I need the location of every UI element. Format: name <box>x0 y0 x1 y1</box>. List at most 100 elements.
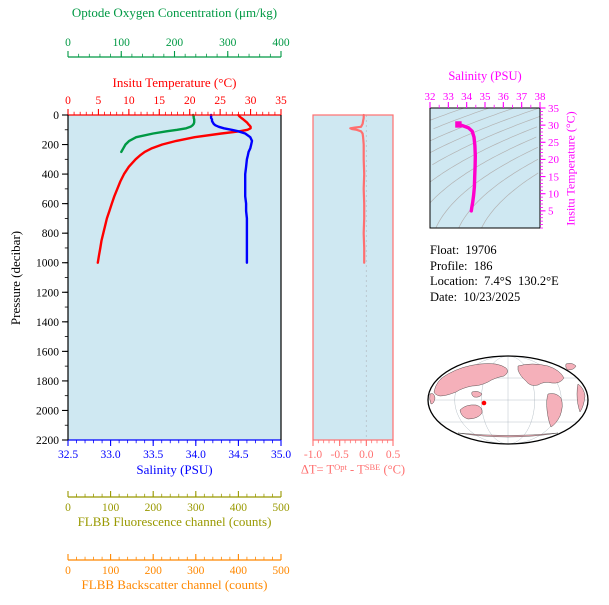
tick-label: 25 <box>548 137 560 149</box>
delta-panel-frame <box>312 114 394 441</box>
tick-label: 33 <box>443 91 455 103</box>
tick-label: 33.5 <box>143 449 163 461</box>
delta-t-curve <box>349 113 366 264</box>
tick-label: 1400 <box>36 317 59 329</box>
map-land-greenland <box>565 363 577 371</box>
map-land-indonesia <box>471 391 483 398</box>
delta-t-label-sup-opt: Opt <box>334 462 347 472</box>
tick-label: 5 <box>548 206 554 218</box>
tick-label: 100 <box>102 565 120 577</box>
tick-label: 35 <box>548 103 560 115</box>
isopycnal-contour <box>481 172 539 229</box>
tick-label: 0 <box>65 565 71 577</box>
tick-label: 200 <box>145 565 163 577</box>
delta-t-axis-title: ΔT= TOpt - TSBE (°C) <box>278 462 428 478</box>
tick-label: 400 <box>230 565 248 577</box>
isopycnal-contour <box>432 116 540 165</box>
tick-label: 0 <box>65 37 71 49</box>
tick-label: 400 <box>42 169 60 181</box>
tick-label: 1600 <box>36 346 59 358</box>
tick-label: 200 <box>145 502 163 514</box>
pressure-axis-title: Pressure (decibar) <box>8 230 23 326</box>
tick-label: 400 <box>230 502 248 514</box>
delta-panel-bg <box>313 115 393 440</box>
tick-label: 300 <box>219 37 237 49</box>
tick-label: 32 <box>425 91 436 103</box>
map-land-africa-east <box>576 383 586 413</box>
tick-label: 20 <box>548 154 560 166</box>
tick-label: 200 <box>42 140 60 152</box>
map-land-north-america <box>517 363 565 386</box>
tick-label: 10 <box>548 189 560 201</box>
tick-label: 100 <box>102 502 120 514</box>
tick-label: 600 <box>42 199 60 211</box>
delta-t-label-part: ΔT= T <box>300 462 335 477</box>
tick-label: 15 <box>548 171 560 183</box>
profile-panel-bg <box>68 115 281 440</box>
ts-panel-bg <box>430 108 540 228</box>
map-land-antarctica <box>457 432 559 438</box>
delta-t-label-part: - T <box>346 462 365 477</box>
tick-label: 35 <box>480 91 492 103</box>
map-land-asia <box>433 363 508 397</box>
tick-label: 500 <box>272 502 290 514</box>
tick-label: 200 <box>166 37 184 49</box>
salinity-curve <box>209 113 254 264</box>
tick-label: 25 <box>214 95 226 107</box>
oxygen-curve <box>120 113 196 154</box>
tick-label: 36 <box>498 91 510 103</box>
ts-curve <box>456 122 477 213</box>
tick-label: 0 <box>65 95 71 107</box>
tick-label: 5 <box>96 95 102 107</box>
world-map-outline <box>427 355 589 445</box>
tick-label: 0.0 <box>359 449 374 461</box>
map-land-south-america <box>546 393 563 428</box>
tick-label: 100 <box>113 37 131 49</box>
tick-label: 30 <box>245 95 257 107</box>
salinity-axis-title: Salinity (PSU) <box>136 462 213 477</box>
ts-curve-start-marker <box>455 121 462 128</box>
float-info: Float: 19706 Profile: 186 Location: 7.4°… <box>430 243 559 305</box>
isopycnal-contour <box>430 107 515 141</box>
float-location-marker <box>481 400 487 406</box>
float-info-profile: Profile: 186 <box>430 258 493 273</box>
tick-label: 400 <box>272 37 290 49</box>
tick-label: -0.5 <box>331 449 349 461</box>
float-info-float: Float: 19706 <box>430 243 497 257</box>
float-info-location: Location: 7.4°S 130.2°E <box>430 274 559 288</box>
isopycnal-contour <box>430 136 537 203</box>
tick-label: 20 <box>184 95 196 107</box>
tick-label: 34.5 <box>228 449 248 461</box>
delta-t-label-sup-sbe: SBE <box>364 462 381 472</box>
delta-t-label-part: (°C) <box>380 462 406 477</box>
tick-label: 0 <box>53 110 59 122</box>
tick-label: 30 <box>548 120 560 132</box>
tick-label: 1800 <box>36 376 59 388</box>
float-info-date: Date: 10/23/2025 <box>430 289 521 304</box>
oxygen-axis-title: Optode Oxygen Concentration (μm/kg) <box>71 5 278 20</box>
isopycnal-contour <box>430 107 465 121</box>
tick-label: 2000 <box>36 405 59 417</box>
map-land-africa-west <box>429 393 436 405</box>
isopycnal-contour <box>435 147 538 229</box>
tick-label: 2200 <box>36 435 59 447</box>
ts-temperature-axis-title: Insitu Temperature (°C) <box>563 111 578 226</box>
temperature-curve <box>96 113 252 264</box>
tick-label: 38 <box>535 91 547 103</box>
tick-label: 35 <box>275 95 287 107</box>
tick-label: 32.5 <box>58 449 78 461</box>
tick-label: -1.0 <box>304 449 322 461</box>
tick-label: 0 <box>65 502 71 514</box>
tick-label: 1200 <box>36 287 59 299</box>
tick-label: 10 <box>123 95 135 107</box>
tick-label: 34.0 <box>186 449 206 461</box>
backscatter-axis-title: FLBB Backscatter channel (counts) <box>81 577 268 592</box>
tick-label: 0.5 <box>386 449 401 461</box>
tick-label: 800 <box>42 228 60 240</box>
fluorescence-axis-title: FLBB Fluorescence channel (counts) <box>77 514 272 529</box>
tick-label: 300 <box>187 565 205 577</box>
tick-label: 34 <box>461 91 473 103</box>
isopycnal-contour <box>429 107 540 153</box>
isopycnal-contour <box>458 159 539 229</box>
